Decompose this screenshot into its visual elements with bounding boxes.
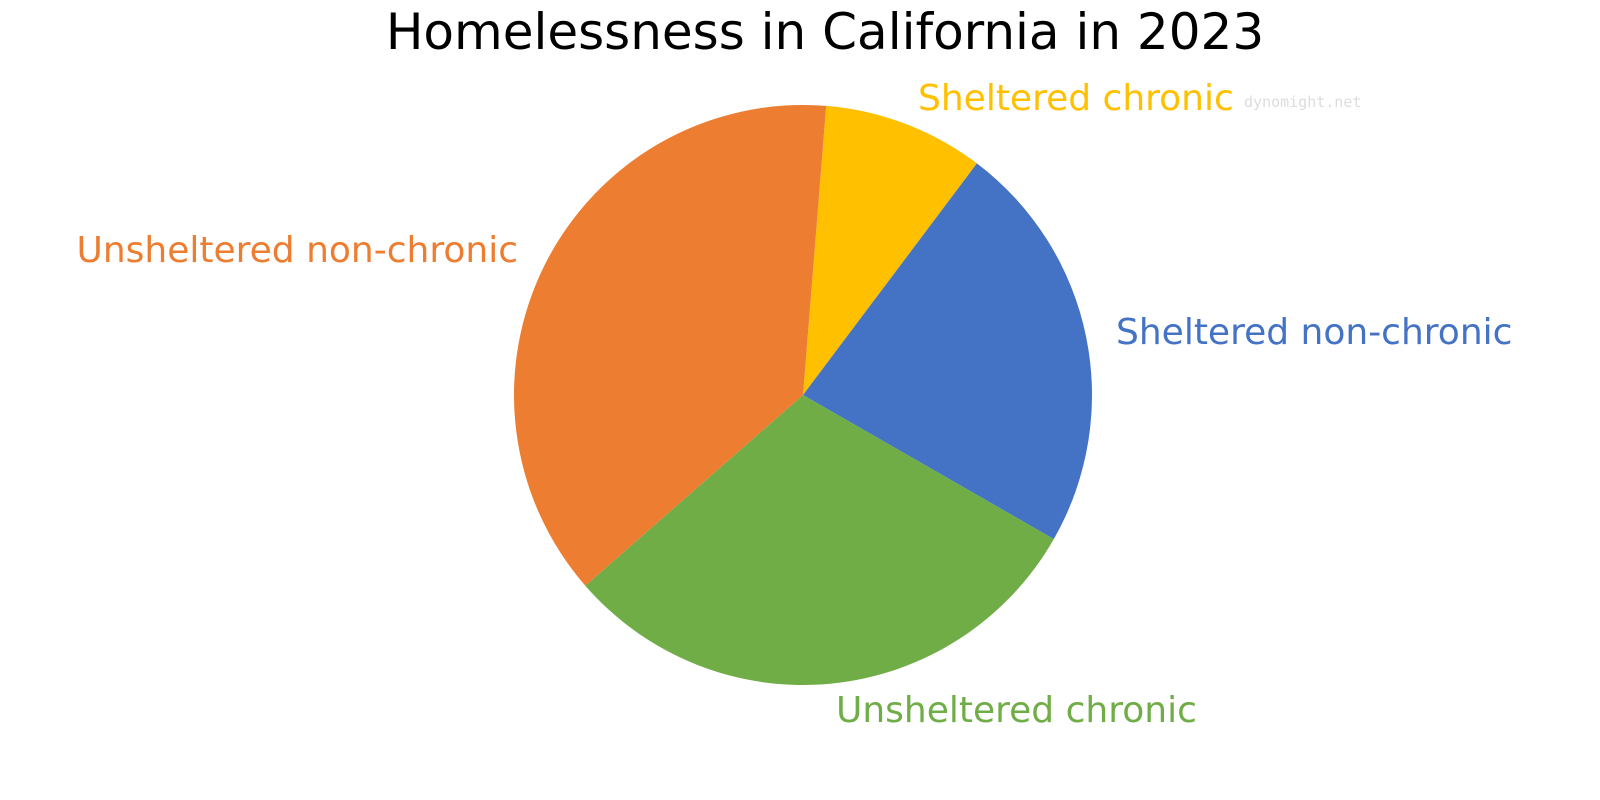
chart-title: Homelessness in California in 2023: [386, 3, 1264, 61]
slice-label-unsheltered-non-chronic: Unsheltered non-chronic: [76, 230, 518, 271]
pie-slice-sheltered-non-chronic: [803, 163, 1092, 540]
slice-labels: Sheltered chronic Sheltered non-chronic Un…: [76, 78, 1512, 731]
pie-slice-sheltered-chronic: [803, 105, 977, 396]
pie-slice-unsheltered-non-chronic: [513, 104, 827, 586]
pie-slices: [513, 104, 1092, 685]
slice-label-sheltered-non-chronic: Sheltered non-chronic: [1116, 312, 1512, 353]
slice-label-unsheltered-chronic: Unsheltered chronic: [836, 690, 1197, 731]
slice-label-sheltered-chronic: Sheltered chronic: [918, 78, 1234, 119]
watermark-text: dynomight.net: [1244, 93, 1361, 111]
pie-slice-unsheltered-chronic: [585, 395, 1054, 685]
